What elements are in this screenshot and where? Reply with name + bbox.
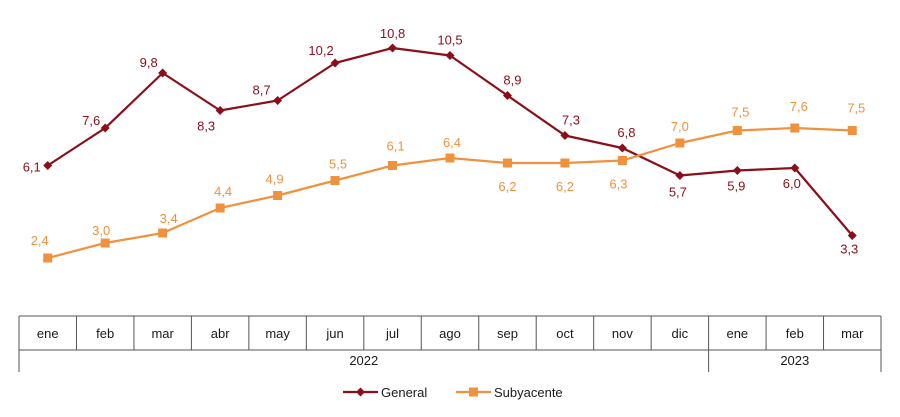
data-point-marker <box>215 203 225 213</box>
data-point-marker <box>617 156 627 165</box>
data-label: 9,8 <box>140 55 158 70</box>
data-point-marker <box>560 158 570 168</box>
data-label: 2,4 <box>31 233 49 248</box>
data-point-marker <box>732 126 742 135</box>
year-label: 2023 <box>780 353 809 368</box>
data-label: 8,7 <box>253 83 271 98</box>
legend-swatch-marker <box>469 387 478 397</box>
data-label: 5,7 <box>669 185 687 200</box>
data-point-marker <box>790 163 800 173</box>
series-lines: 6,1 7,6 9,8 8,3 8,7 10,2 10,8 10,5 8,9 7,3 6,8 5,7 5… <box>23 26 865 263</box>
data-point-marker <box>560 131 570 140</box>
data-point-marker <box>675 138 685 148</box>
data-label: 5,5 <box>329 157 347 172</box>
data-label: 7,6 <box>790 99 808 114</box>
data-label: 10,5 <box>437 33 462 48</box>
data-point-marker <box>388 43 398 53</box>
data-label: 7,6 <box>82 113 100 128</box>
data-label: 3,4 <box>160 211 178 226</box>
data-point-marker <box>847 126 857 135</box>
data-label: 5,9 <box>727 179 745 194</box>
series-subyacente: 2,4 3,0 3,4 4,4 4,9 5,5 6,1 6,4 6,2 6,2 6,3 7,0 7,5 7… <box>31 99 865 263</box>
month-tick-label: mar <box>151 326 174 341</box>
legend-item-general: General <box>343 385 427 400</box>
data-label: 6,8 <box>617 125 635 140</box>
month-tick-label: may <box>265 326 290 341</box>
data-point-marker <box>330 58 340 68</box>
data-label: 6,2 <box>556 179 574 194</box>
month-tick-label: mar <box>841 326 864 341</box>
legend-swatch-marker <box>356 387 365 397</box>
data-label: 8,3 <box>197 119 215 134</box>
data-point-marker <box>847 231 857 240</box>
data-label: 10,2 <box>308 43 333 58</box>
data-point-marker <box>158 228 168 238</box>
month-tick-label: jun <box>325 326 343 341</box>
data-label: 3,0 <box>92 223 110 238</box>
month-tick-label: ene <box>726 326 748 341</box>
data-point-marker <box>502 91 512 100</box>
data-label: 10,8 <box>380 26 405 41</box>
legend-label: Subyacente <box>494 385 563 400</box>
year-label: 2022 <box>349 353 378 368</box>
data-point-marker <box>100 123 110 133</box>
data-point-marker <box>100 238 110 248</box>
month-tick-label: oct <box>556 326 574 341</box>
data-label: 7,0 <box>671 119 689 134</box>
data-label: 6,3 <box>609 177 627 192</box>
data-point-marker <box>445 51 455 60</box>
data-label: 7,5 <box>847 101 865 116</box>
legend: General Subyacente <box>343 385 563 400</box>
series-general: 6,1 7,6 9,8 8,3 8,7 10,2 10,8 10,5 8,9 7,3 6,8 5,7 5… <box>23 26 859 257</box>
data-point-marker <box>43 253 53 263</box>
data-label: 6,2 <box>498 179 516 194</box>
data-label: 4,9 <box>266 172 284 187</box>
data-label: 7,5 <box>731 105 749 120</box>
data-label: 4,4 <box>214 184 232 199</box>
data-label: 7,3 <box>562 113 580 128</box>
data-label: 3,3 <box>840 242 858 257</box>
category-axis-table: 2022 2023 ene feb mar abr may jun jul ago sep oct no… <box>18 315 882 372</box>
data-point-marker <box>445 153 455 163</box>
data-point-marker <box>43 161 53 170</box>
data-point-marker <box>732 166 742 175</box>
data-label: 6,1 <box>23 160 41 175</box>
month-tick-label: abr <box>211 326 230 341</box>
month-tick-label: ene <box>37 326 59 341</box>
month-tick-label: ago <box>439 326 461 341</box>
data-label: 6,1 <box>386 139 404 154</box>
data-point-marker <box>790 123 800 133</box>
data-point-marker <box>675 171 685 180</box>
data-point-marker <box>388 161 398 170</box>
month-tick-label: sep <box>497 326 518 341</box>
data-point-marker <box>158 68 168 78</box>
data-point-marker <box>502 158 512 168</box>
data-point-marker <box>617 143 627 153</box>
month-tick-label: nov <box>612 326 633 341</box>
data-point-marker <box>273 191 283 200</box>
month-tick-label: feb <box>786 326 804 341</box>
legend-item-subyacente: Subyacente <box>456 385 563 400</box>
data-point-marker <box>215 106 225 115</box>
month-tick-label: feb <box>96 326 114 341</box>
data-label: 8,9 <box>503 73 521 88</box>
data-label: 6,0 <box>783 176 801 191</box>
month-tick-label: jul <box>385 326 399 341</box>
data-point-marker <box>330 176 340 185</box>
data-point-marker <box>273 96 283 105</box>
month-tick-label: dic <box>672 326 689 341</box>
data-label: 6,4 <box>443 135 461 150</box>
legend-label: General <box>381 385 427 400</box>
